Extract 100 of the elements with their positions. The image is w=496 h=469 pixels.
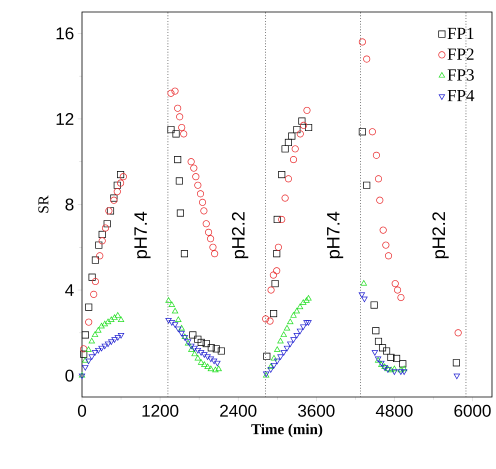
point — [88, 354, 95, 360]
point — [270, 362, 278, 368]
point — [211, 250, 218, 258]
point — [218, 347, 225, 355]
point — [287, 342, 294, 348]
point — [212, 366, 219, 372]
point — [114, 312, 121, 318]
point — [88, 274, 96, 281]
point — [284, 346, 290, 352]
point — [454, 374, 460, 380]
point — [95, 348, 102, 354]
point — [168, 320, 175, 326]
y-tick-label: 12 — [56, 113, 74, 125]
point — [178, 324, 185, 330]
point — [277, 338, 284, 344]
point — [176, 113, 184, 120]
point — [387, 354, 394, 361]
point — [176, 209, 184, 217]
point — [374, 338, 382, 345]
point — [392, 280, 399, 288]
y-tick-label: 4 — [65, 284, 74, 296]
point — [300, 324, 306, 330]
point — [274, 216, 281, 224]
legend-label: FP2 — [448, 48, 474, 60]
point — [168, 301, 175, 307]
point — [209, 244, 216, 251]
point — [393, 354, 400, 362]
point — [288, 132, 296, 140]
x-tick-label: 2400 — [220, 404, 256, 417]
point — [190, 164, 198, 172]
point — [266, 318, 274, 325]
point — [284, 175, 292, 182]
point — [92, 256, 99, 264]
point — [401, 366, 408, 372]
point — [202, 220, 210, 228]
point — [192, 173, 200, 180]
annotation: pH7.4 — [134, 212, 151, 258]
point — [172, 130, 180, 138]
point — [370, 301, 378, 309]
point — [118, 333, 124, 339]
point — [290, 156, 298, 164]
legend-label: FP3 — [448, 69, 474, 81]
point — [117, 180, 124, 187]
point — [284, 138, 292, 146]
point — [165, 318, 172, 324]
point — [294, 333, 300, 339]
point — [284, 324, 290, 330]
point — [292, 145, 299, 152]
y-axis-title: SR — [38, 195, 48, 213]
point — [172, 308, 178, 314]
point — [282, 145, 289, 152]
point — [194, 354, 201, 360]
point — [104, 342, 112, 348]
point — [178, 124, 186, 132]
point — [198, 338, 205, 346]
point — [98, 230, 106, 238]
point — [194, 348, 201, 354]
point — [104, 220, 111, 228]
point — [95, 327, 102, 333]
point — [114, 335, 121, 341]
point — [388, 366, 394, 372]
point — [384, 252, 392, 260]
point — [401, 369, 408, 375]
point — [303, 297, 310, 303]
point — [363, 56, 370, 63]
point — [98, 322, 105, 328]
point — [82, 357, 88, 363]
point — [188, 158, 195, 166]
point — [201, 361, 208, 367]
point — [268, 367, 274, 373]
x-tick-label: 4800 — [376, 404, 413, 417]
point — [397, 294, 404, 302]
point — [80, 345, 88, 352]
point — [108, 316, 114, 322]
point — [268, 363, 274, 369]
point — [95, 242, 102, 249]
point — [208, 344, 215, 352]
point — [104, 318, 112, 324]
point — [361, 296, 368, 302]
point — [372, 152, 380, 159]
point — [208, 356, 214, 362]
point — [270, 272, 277, 279]
point — [194, 182, 202, 189]
point — [280, 331, 287, 337]
point — [358, 128, 366, 136]
point — [102, 344, 108, 350]
point — [398, 369, 404, 375]
point — [194, 336, 202, 343]
point — [114, 188, 121, 196]
point — [363, 182, 370, 189]
point — [391, 366, 398, 372]
point — [180, 130, 188, 138]
point — [398, 366, 404, 372]
point — [394, 286, 402, 294]
point — [210, 358, 218, 364]
point — [198, 350, 204, 356]
x-tick-label: 6000 — [454, 404, 491, 417]
point — [198, 198, 206, 206]
point — [452, 359, 460, 366]
legend-label: FP1 — [448, 28, 474, 39]
